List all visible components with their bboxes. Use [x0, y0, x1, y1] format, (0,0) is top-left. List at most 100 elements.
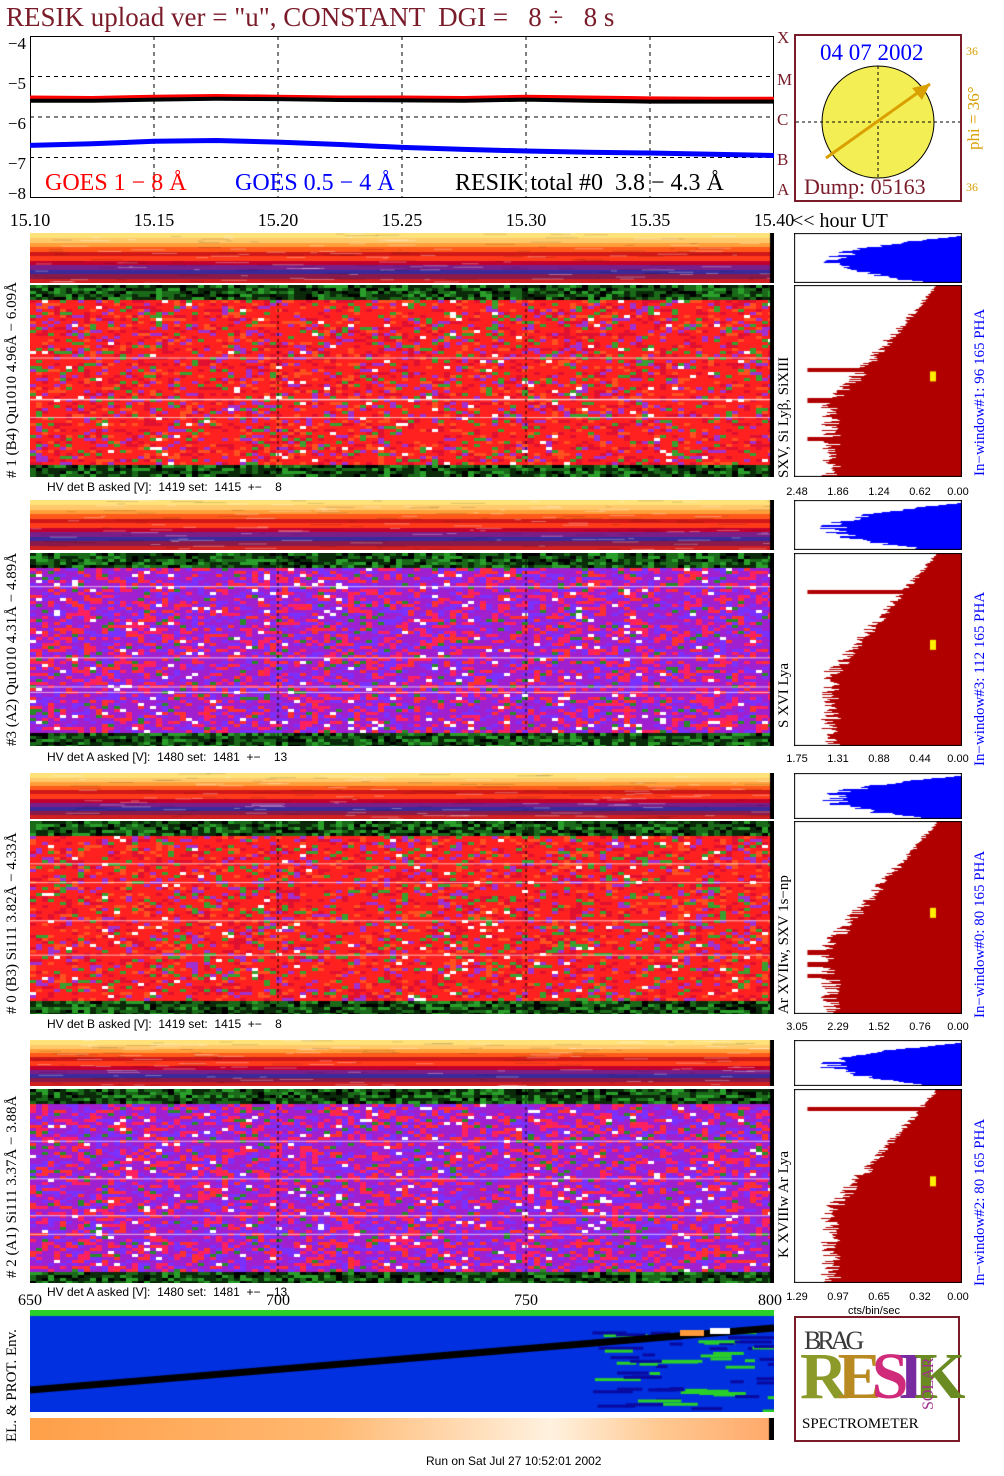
pha-blue-3	[794, 500, 962, 550]
class-c: C	[777, 110, 789, 129]
legend-goes-short: GOES 0.5 − 4 Å	[235, 170, 395, 196]
pha-blue-0	[794, 773, 962, 819]
sun-arrow-head	[912, 84, 930, 100]
panel-0-label: # 0 (B3) Si111 3.82Å − 4.33Å	[4, 832, 20, 1014]
pha-blue-2	[794, 1040, 962, 1086]
class-a: A	[777, 180, 790, 199]
env-label: EL. & PROT. Env.	[4, 1329, 20, 1442]
pha-scale: 0.32	[909, 1291, 931, 1303]
goes-series-1	[30, 96, 774, 104]
pha-blue-1	[794, 233, 962, 283]
lightcurve-strip-0	[30, 773, 774, 819]
pha-scale: 0.00	[947, 1021, 969, 1033]
time-tick: 15.15	[133, 210, 175, 230]
logo-top: BRAG	[804, 1326, 864, 1355]
sun-phi-bottom: 36	[966, 180, 978, 194]
goes-ytick: −6	[7, 114, 26, 133]
pha-red-1	[794, 285, 962, 477]
pha-scale: 0.88	[868, 753, 890, 765]
goes-ytick: −5	[7, 74, 26, 93]
time-tick: 15.35	[629, 210, 671, 230]
pha-scale: 0.00	[947, 1291, 969, 1303]
pha-red-2	[794, 1089, 962, 1283]
lightcurve-strip-3	[30, 500, 774, 550]
pha-scale: 0.00	[947, 486, 969, 498]
sun-disk	[796, 65, 960, 179]
pha-scale: 1.29	[786, 1291, 808, 1303]
panel-0-line: Ar XVIIw, SXV 1s−np	[776, 875, 792, 1014]
panel-3-window: In−window#3: 112 165 PHA	[972, 591, 988, 766]
run-timestamp: Run on Sat Jul 27 10:52:01 2002	[426, 1454, 602, 1468]
panel-3-label: #3 (A2) Qu1010 4.31Å − 4.89Å	[4, 552, 20, 746]
panel-0-hv: HV det B asked [V]: 1419 set: 1415 +− 8	[47, 1017, 282, 1031]
environment-bar	[30, 1418, 774, 1440]
dump-label: Dump: 05163	[804, 174, 926, 199]
sun-box: 04 07 2002 Dump: 05163	[794, 34, 962, 202]
legend-goes-long: GOES 1 − 8 Å	[45, 170, 187, 196]
panel-2-hv: HV det A asked [V]: 1480 set: 1481 +− 13	[47, 1285, 288, 1299]
logo-bottom: SPECTROMETER	[802, 1416, 919, 1432]
sun-phi-label: phi = 36°	[964, 86, 983, 150]
panel-1-line: SXV, Si Lyβ, SiXIII	[776, 356, 792, 478]
pha-xlabel: cts/bin/sec	[848, 1305, 900, 1317]
panel-0-window: In−window#0: 80 165 PHA	[972, 850, 988, 1018]
pha-scale: 0.76	[909, 1021, 931, 1033]
panel-1-label: # 1 (B4) Qu1010 4.96Å − 6.09Å	[4, 282, 20, 478]
page-title: RESIK upload ver = "u", CONSTANT DGI = 8…	[6, 2, 615, 32]
env-tick: 700	[266, 1292, 290, 1309]
goes-ytick: −8	[7, 184, 26, 203]
time-tick: 15.20	[257, 210, 299, 230]
class-b: B	[777, 150, 789, 169]
pha-scale: 1.75	[786, 753, 808, 765]
goes-plot	[30, 36, 774, 198]
env-tick: 650	[18, 1292, 42, 1309]
pha-red-0	[794, 821, 962, 1014]
class-x: X	[777, 28, 790, 47]
pha-scale: 1.31	[827, 753, 849, 765]
pha-scale: 0.44	[909, 753, 931, 765]
sun-phi-top: 36	[966, 44, 978, 58]
goes-lines	[30, 93, 774, 158]
goes-grid	[30, 36, 774, 198]
pha-scale: 0.00	[947, 753, 969, 765]
panel-2-label: # 2 (A1) Si111 3.37Å − 3.88Å	[4, 1095, 20, 1278]
spectrum-map-1	[30, 285, 774, 477]
pha-scale: 0.62	[909, 486, 931, 498]
pha-scale: 3.05	[786, 1021, 808, 1033]
panel-3-hv: HV det A asked [V]: 1480 set: 1481 +− 13	[47, 750, 288, 764]
pha-scale: 0.65	[868, 1291, 890, 1303]
goes-series-2	[30, 137, 774, 158]
pha-scale: 1.24	[868, 486, 890, 498]
pha-red-3	[794, 553, 962, 746]
goes-series-0	[30, 93, 774, 101]
lightcurve-strip-1	[30, 233, 774, 283]
goes-ytick: −4	[7, 34, 26, 53]
panel-2-window: In−window#2: 80 165 PHA	[972, 1118, 988, 1286]
spectrum-map-2	[30, 1089, 774, 1283]
time-tick: 15.30	[505, 210, 547, 230]
class-m: M	[777, 70, 793, 89]
pha-scale: 2.48	[786, 486, 808, 498]
legend-resik-total: RESIK total #0 3.8 − 4.3 Å	[455, 170, 724, 196]
spectrum-map-0	[30, 821, 774, 1014]
time-tick: 15.25	[381, 210, 423, 230]
goes-ytick: −7	[7, 154, 26, 173]
panel-3-line: S XVI Lya	[776, 663, 792, 728]
pha-scale: 1.52	[868, 1021, 890, 1033]
resik-logo: BRAG RESIK SOLAR SPECTROMETER	[794, 1316, 966, 1442]
spectrum-map-3	[30, 553, 774, 746]
pha-scale: 2.29	[827, 1021, 849, 1033]
pha-scale: 1.86	[827, 486, 849, 498]
time-unit: << hour UT	[792, 210, 888, 232]
environment-map	[30, 1310, 774, 1412]
panel-1-hv: HV det B asked [V]: 1419 set: 1415 +− 8	[47, 480, 282, 494]
lightcurve-strip-2	[30, 1040, 774, 1086]
env-tick: 800	[758, 1292, 782, 1309]
panel-2-line: K XVIIIw Ar Lya	[776, 1150, 792, 1258]
panel-1-window: In−window#1: 96 165 PHA	[972, 308, 988, 476]
logo-side: SOLAR	[920, 1357, 937, 1410]
env-tick: 750	[514, 1292, 538, 1309]
pha-scale: 0.97	[827, 1291, 849, 1303]
sun-arrow	[825, 82, 931, 160]
sun-date: 04 07 2002	[820, 40, 924, 65]
